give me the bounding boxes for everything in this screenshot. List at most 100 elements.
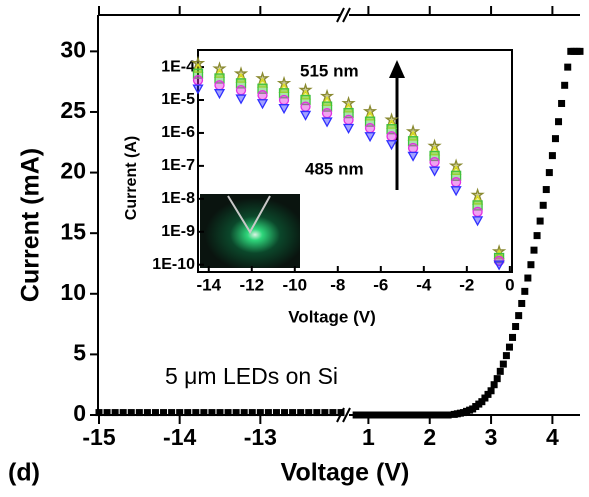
inset-y-tick-label: 1E-5 <box>161 91 195 108</box>
data-point <box>343 114 354 125</box>
data-point <box>299 89 312 100</box>
data-point <box>329 409 337 417</box>
data-point <box>342 102 355 113</box>
data-point <box>343 107 354 119</box>
data-point <box>521 287 529 295</box>
data-point <box>472 200 483 211</box>
data-point <box>471 216 484 227</box>
data-point <box>278 94 290 106</box>
data-point <box>143 409 151 417</box>
data-point <box>383 411 391 419</box>
x-tick-label: 3 <box>485 424 498 450</box>
inset-photo <box>200 194 300 268</box>
data-point <box>364 122 376 134</box>
data-point <box>438 411 446 419</box>
inset-x-tick-label: -6 <box>373 275 388 294</box>
x-tick-label: -15 <box>82 424 115 450</box>
data-point <box>420 411 428 419</box>
inset-y-tick-label: 1E-6 <box>161 124 195 141</box>
data-point <box>364 132 376 143</box>
data-point <box>530 246 538 254</box>
data-point <box>103 409 111 417</box>
data-point <box>192 62 204 73</box>
data-point <box>429 150 440 162</box>
data-point <box>305 409 313 417</box>
data-point <box>472 206 483 218</box>
data-point <box>192 409 200 417</box>
data-point <box>299 110 312 121</box>
data-point <box>548 152 556 160</box>
data-point <box>352 411 360 419</box>
data-point <box>401 411 409 419</box>
data-point <box>428 145 441 156</box>
data-point <box>533 232 541 240</box>
inset-y-tick-label: 1E-9 <box>161 223 195 240</box>
data-point <box>539 201 547 209</box>
data-point <box>127 409 135 417</box>
data-point <box>499 360 507 368</box>
y-tick-label: 5 <box>73 339 86 365</box>
data-point <box>297 409 305 417</box>
data-point <box>386 131 397 142</box>
data-point <box>257 83 268 94</box>
data-point <box>512 323 520 331</box>
data-point <box>364 411 372 419</box>
data-point <box>487 387 495 395</box>
data-point <box>493 252 505 264</box>
data-point <box>213 89 226 100</box>
data-point <box>300 94 311 106</box>
data-point <box>505 343 513 351</box>
data-point <box>151 409 159 417</box>
data-point <box>407 411 415 419</box>
inset-y-axis-label: Current (A) <box>123 136 140 220</box>
inset-x-tick-label: -4 <box>416 275 432 294</box>
data-point <box>450 186 462 197</box>
data-point <box>450 164 462 176</box>
data-point <box>256 77 269 88</box>
data-point <box>515 312 523 320</box>
data-point <box>248 409 256 417</box>
data-point <box>576 47 584 55</box>
data-point <box>407 142 419 154</box>
x-tick-label: -13 <box>244 424 277 450</box>
data-point <box>524 274 532 282</box>
data-point <box>450 170 462 181</box>
data-point <box>192 75 204 86</box>
y-tick-label: 15 <box>60 218 86 244</box>
data-point <box>471 194 484 205</box>
data-point <box>337 409 345 417</box>
data-point <box>493 375 501 383</box>
data-point <box>321 409 329 417</box>
data-point <box>342 123 355 134</box>
data-point <box>184 409 192 417</box>
inset-x-tick-label: 0 <box>505 275 514 294</box>
arrow <box>389 60 405 190</box>
annotation: 515 nm <box>300 61 359 80</box>
inset-y-tick-label: 1E-4 <box>161 58 195 75</box>
data-point <box>192 84 204 95</box>
data-point <box>481 394 489 402</box>
y-tick-label: 25 <box>60 97 86 123</box>
data-point <box>358 411 366 419</box>
data-point <box>235 78 247 89</box>
inset-x-tick-label: -10 <box>282 275 307 294</box>
annotation: 5 μm LEDs on Si <box>165 363 338 389</box>
data-point <box>200 409 208 417</box>
data-point <box>561 81 569 89</box>
y-tick-label: 0 <box>73 400 86 426</box>
data-point <box>407 136 419 147</box>
data-point <box>518 299 526 307</box>
data-point <box>321 95 333 106</box>
data-point <box>371 411 379 419</box>
y-tick-label: 10 <box>60 279 86 305</box>
data-point <box>389 411 397 419</box>
inset-x-tick-label: -14 <box>196 275 221 294</box>
y-tick-label: 20 <box>60 158 86 184</box>
data-point <box>216 409 224 417</box>
data-point <box>256 99 269 110</box>
data-point <box>536 217 544 225</box>
inset-y-tick-label: 1E-10 <box>152 256 195 273</box>
inset-x-tick-label: -2 <box>459 275 474 294</box>
inset-x-axis-label: Voltage (V) <box>288 307 376 326</box>
